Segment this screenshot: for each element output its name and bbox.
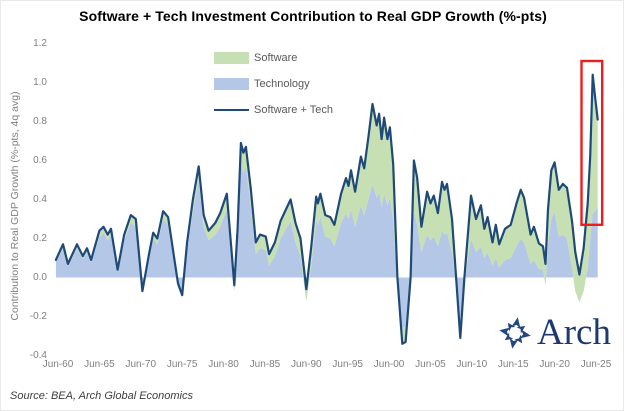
arch-logo-text: Arch (537, 312, 611, 353)
y-tick-label: -0.4 (29, 349, 47, 361)
y-tick-label: 0.6 (33, 154, 47, 166)
legend-item-software-plus-tech: Software + Tech (214, 102, 333, 117)
legend: Software Technology Software + Tech (214, 50, 333, 128)
x-tick-label: Jun-25 (580, 359, 612, 370)
chart-title: Software + Tech Investment Contribution … (79, 8, 547, 24)
y-tick-label: 1.2 (33, 37, 47, 49)
y-tick-label: 1.0 (33, 76, 47, 88)
x-tick-label: Jun-15 (497, 359, 529, 370)
x-tick-label: Jun-05 (415, 359, 446, 370)
highlight-box (580, 59, 604, 227)
software-swatch (214, 51, 249, 64)
source-note: Source: BEA, Arch Global Economics (10, 390, 194, 402)
legend-item-software: Software (214, 50, 333, 65)
software-plus-tech-line-swatch (214, 108, 249, 111)
technology-swatch (214, 77, 249, 90)
x-tick-label: Jun-00 (373, 359, 405, 370)
legend-label: Software + Tech (254, 103, 333, 116)
technology-area (55, 164, 598, 329)
x-tick-label: Jun-10 (456, 359, 488, 370)
y-tick-label: 0.2 (33, 232, 47, 244)
legend-label: Software (254, 51, 298, 64)
x-tick-label: Jun-85 (249, 359, 281, 370)
arch-logo: Arch (497, 313, 611, 353)
y-tick-label: -0.2 (29, 310, 47, 322)
x-tick-label: Jun-60 (42, 359, 74, 370)
x-tick-label: Jun-65 (84, 359, 115, 370)
arch-pinwheel-icon (499, 317, 531, 349)
y-tick-label: 0.8 (33, 115, 47, 127)
legend-item-technology: Technology (214, 76, 333, 91)
x-tick-label: Jun-95 (332, 359, 363, 370)
y-tick-label: 0.0 (33, 271, 47, 283)
x-tick-label: Jun-80 (208, 359, 239, 370)
x-tick-label: Jun-70 (125, 359, 157, 370)
x-tick-label: Jun-90 (291, 359, 322, 370)
legend-label: Technology (254, 77, 310, 90)
x-tick-label: Jun-20 (539, 359, 570, 370)
software-plus-tech-line (54, 73, 599, 345)
x-tick-label: Jun-75 (166, 359, 198, 370)
y-tick-label: 0.4 (33, 193, 47, 205)
